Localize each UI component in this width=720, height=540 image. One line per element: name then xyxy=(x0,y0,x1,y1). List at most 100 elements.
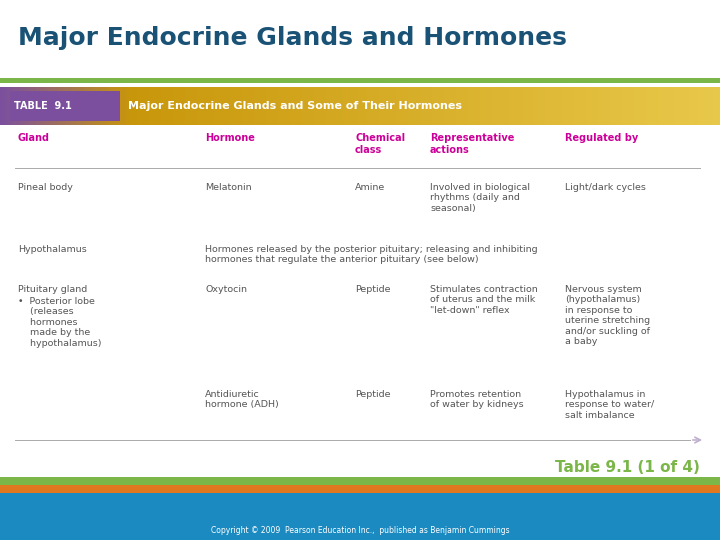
Bar xyxy=(117,87,121,125)
Bar xyxy=(355,87,359,125)
Bar xyxy=(567,87,570,125)
Bar xyxy=(612,87,616,125)
Bar xyxy=(358,87,361,125)
Bar xyxy=(194,87,198,125)
Bar xyxy=(576,87,580,125)
Bar xyxy=(266,87,270,125)
Bar xyxy=(430,87,433,125)
Bar xyxy=(101,87,104,125)
Bar xyxy=(221,87,224,125)
Bar xyxy=(238,87,241,125)
Text: Copyright © 2009  Pearson Education Inc.,  published as Benjamin Cummings: Copyright © 2009 Pearson Education Inc.,… xyxy=(211,526,509,535)
Bar xyxy=(305,87,308,125)
Bar xyxy=(182,87,186,125)
Bar xyxy=(598,87,601,125)
Bar xyxy=(418,87,421,125)
Bar xyxy=(646,87,649,125)
Bar xyxy=(178,87,181,125)
Bar xyxy=(487,87,490,125)
Bar xyxy=(209,87,212,125)
Bar xyxy=(45,87,49,125)
Bar xyxy=(120,87,123,125)
Bar xyxy=(264,87,267,125)
Bar xyxy=(185,87,188,125)
Bar xyxy=(96,87,99,125)
Bar xyxy=(513,87,517,125)
Text: Hypothalamus: Hypothalamus xyxy=(18,245,86,254)
Bar xyxy=(72,87,76,125)
Text: Involved in biological
rhythms (daily and
seasonal): Involved in biological rhythms (daily an… xyxy=(430,183,530,213)
Text: Light/dark cycles: Light/dark cycles xyxy=(565,183,646,192)
Bar xyxy=(715,87,719,125)
Bar xyxy=(434,87,438,125)
Bar xyxy=(271,87,274,125)
Bar xyxy=(99,87,102,125)
Bar xyxy=(254,87,258,125)
Bar xyxy=(189,87,193,125)
Text: Hormones released by the posterior pituitary; releasing and inhibiting
hormones : Hormones released by the posterior pitui… xyxy=(205,245,538,265)
Bar xyxy=(382,87,385,125)
Bar xyxy=(142,87,145,125)
Bar xyxy=(214,87,217,125)
Bar xyxy=(538,87,541,125)
Bar xyxy=(629,87,632,125)
Bar xyxy=(127,87,130,125)
Bar xyxy=(63,87,66,125)
Bar xyxy=(163,87,166,125)
Bar xyxy=(29,87,32,125)
Bar xyxy=(310,87,313,125)
Bar xyxy=(218,87,222,125)
Bar xyxy=(55,87,58,125)
Bar xyxy=(423,87,426,125)
Bar xyxy=(451,87,454,125)
Bar xyxy=(468,87,472,125)
Bar xyxy=(480,87,483,125)
Bar xyxy=(485,87,488,125)
Bar xyxy=(610,87,613,125)
Bar xyxy=(250,87,253,125)
Bar xyxy=(130,87,133,125)
Text: Major Endocrine Glands and Some of Their Hormones: Major Endocrine Glands and Some of Their… xyxy=(128,101,462,111)
Bar xyxy=(228,87,231,125)
Bar xyxy=(41,87,44,125)
Bar xyxy=(693,87,697,125)
Bar xyxy=(247,87,251,125)
Bar xyxy=(667,87,670,125)
Bar xyxy=(199,87,202,125)
Bar xyxy=(686,87,690,125)
Bar xyxy=(578,87,582,125)
Bar xyxy=(497,87,500,125)
Bar xyxy=(650,87,654,125)
Bar xyxy=(492,87,495,125)
Bar xyxy=(10,91,120,121)
Bar xyxy=(711,87,714,125)
Bar xyxy=(552,87,555,125)
Bar xyxy=(698,87,702,125)
Bar xyxy=(360,87,364,125)
Bar xyxy=(38,87,42,125)
Bar xyxy=(175,87,179,125)
Text: Nervous system
(hypothalamus)
in response to
uterine stretching
and/or suckling : Nervous system (hypothalamus) in respons… xyxy=(565,285,650,346)
Bar xyxy=(384,87,387,125)
Bar xyxy=(0,87,4,125)
Bar xyxy=(245,87,248,125)
Bar xyxy=(283,87,287,125)
Bar xyxy=(91,87,94,125)
Bar xyxy=(202,87,205,125)
Bar xyxy=(341,87,344,125)
Text: Gland: Gland xyxy=(18,133,50,143)
Bar xyxy=(482,87,486,125)
Bar xyxy=(639,87,642,125)
Bar xyxy=(240,87,243,125)
Bar xyxy=(403,87,407,125)
Bar xyxy=(207,87,210,125)
Bar xyxy=(149,87,152,125)
Bar xyxy=(300,87,303,125)
Bar xyxy=(585,87,589,125)
Bar xyxy=(322,87,325,125)
Bar xyxy=(564,87,567,125)
Bar xyxy=(449,87,452,125)
Bar xyxy=(475,87,479,125)
Bar xyxy=(504,87,508,125)
Bar xyxy=(413,87,416,125)
